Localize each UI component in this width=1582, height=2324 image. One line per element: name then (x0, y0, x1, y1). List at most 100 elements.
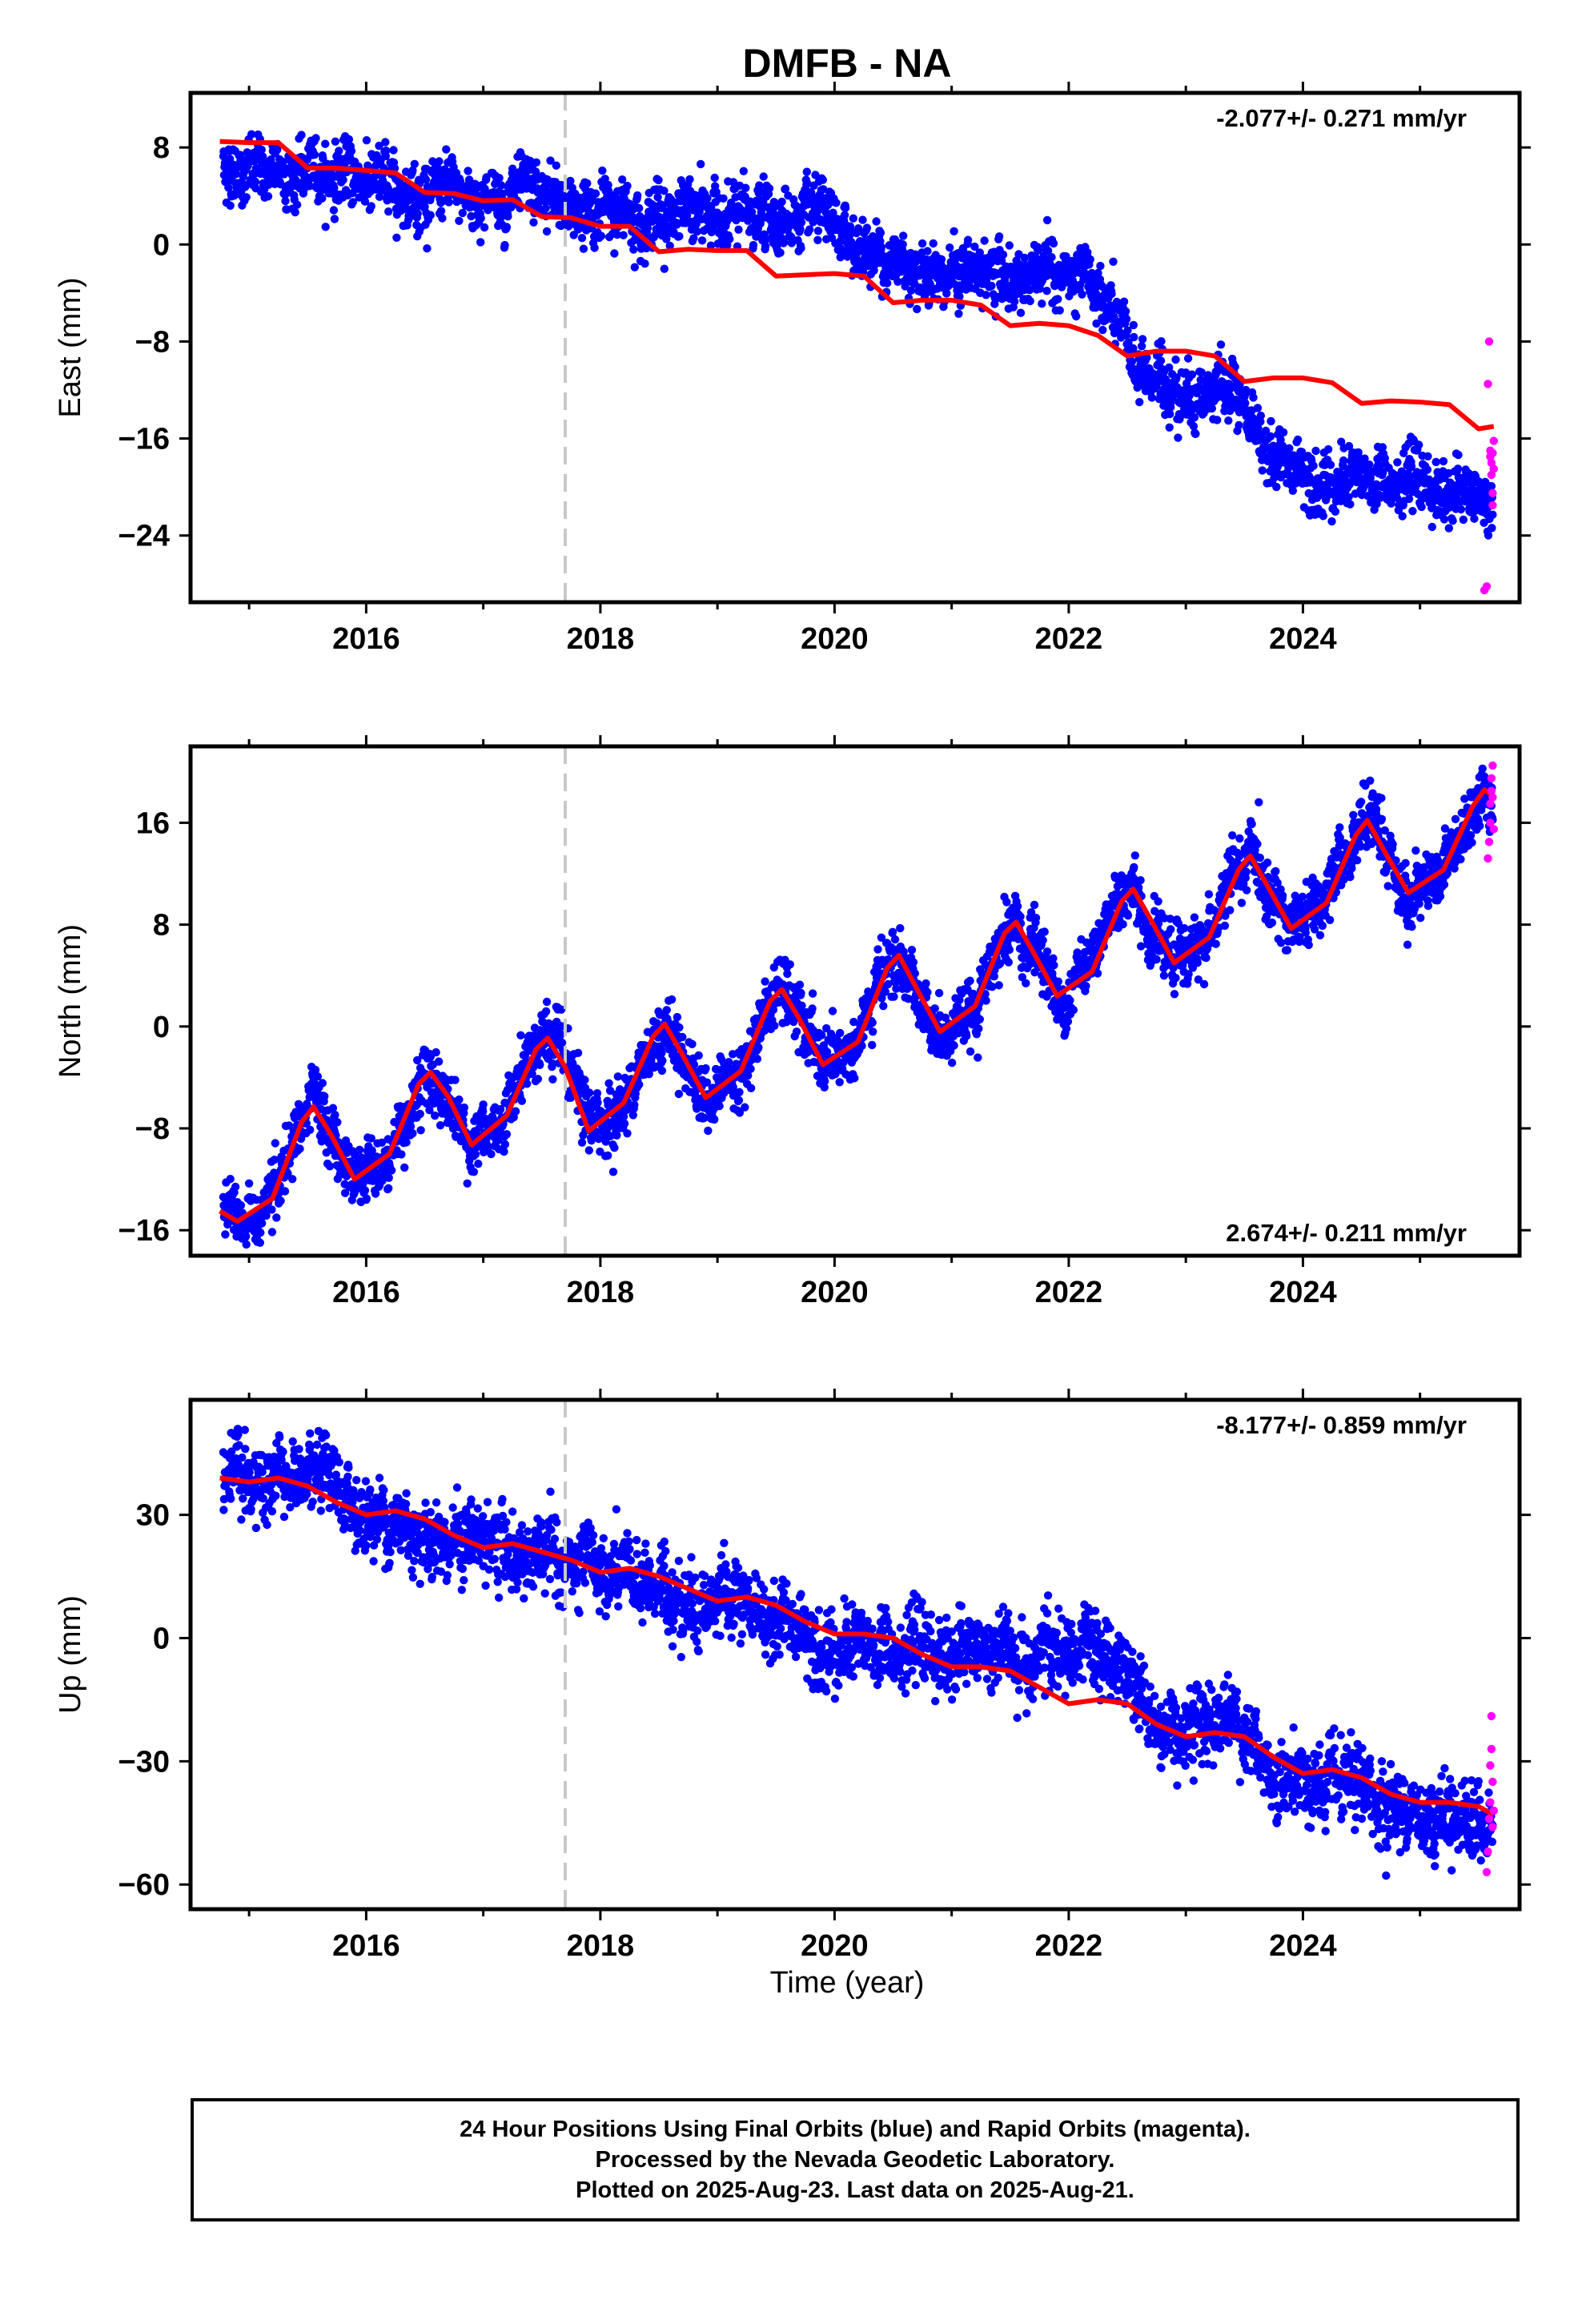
east-final-point (1331, 507, 1340, 516)
north-final-point (520, 1051, 529, 1060)
north-final-point (831, 1070, 840, 1079)
east-final-point (1187, 370, 1197, 379)
east-final-point (1207, 404, 1217, 413)
east-final-point (1393, 458, 1402, 467)
east-final-point (1026, 296, 1034, 306)
north-final-point (797, 1001, 806, 1011)
east-final-point (591, 189, 600, 198)
east-final-point (355, 193, 363, 202)
east-final-point (598, 166, 607, 175)
north-final-point (556, 1005, 566, 1014)
east-final-point (987, 281, 996, 291)
east-final-point (765, 184, 774, 193)
east-y-tick-label: −16 (118, 423, 170, 456)
north-final-point (849, 1017, 858, 1027)
north-final-point (702, 1078, 712, 1087)
east-final-point (1258, 466, 1267, 475)
east-final-point (1267, 416, 1275, 426)
north-final-point (694, 1051, 703, 1060)
east-final-point (1423, 465, 1432, 474)
east-final-point (1427, 522, 1437, 532)
east-final-point (813, 227, 823, 235)
north-final-point (413, 1055, 422, 1065)
north-final-point (387, 1166, 396, 1175)
east-y-tick-label: 8 (153, 131, 170, 165)
east-y-tick-label: 0 (153, 228, 170, 262)
north-final-point (271, 1139, 279, 1148)
east-final-point (382, 147, 391, 155)
east-final-point (797, 218, 806, 227)
north-final-point (593, 1098, 602, 1108)
east-final-point (344, 135, 354, 144)
east-final-point (1062, 252, 1070, 261)
north-final-point (821, 1077, 829, 1086)
north-final-point (460, 1103, 468, 1112)
east-final-point (963, 235, 973, 244)
north-final-point (628, 1111, 637, 1120)
north-final-point (256, 1228, 265, 1237)
east-final-point (1444, 468, 1453, 478)
east-final-point (413, 209, 422, 218)
east-final-point (541, 203, 550, 213)
east-final-point (1196, 376, 1205, 384)
east-final-point (1261, 426, 1271, 436)
north-final-point (397, 1150, 406, 1159)
east-final-point (1137, 342, 1146, 351)
east-final-point (1055, 306, 1064, 315)
north-final-point (808, 989, 817, 998)
east-final-point (1174, 433, 1182, 442)
north-final-point (295, 1144, 304, 1153)
north-final-point (436, 1121, 445, 1130)
east-final-point (496, 181, 506, 190)
east-final-point (1086, 255, 1094, 264)
east-final-point (818, 175, 827, 184)
east-final-point (1042, 215, 1052, 225)
east-final-point (310, 151, 319, 159)
east-final-point (819, 185, 828, 194)
north-final-point (608, 1168, 618, 1176)
east-final-point (318, 194, 327, 203)
east-final-point (257, 145, 266, 155)
east-final-point (877, 243, 886, 251)
east-final-point (665, 241, 674, 251)
east-final-point (1272, 482, 1281, 492)
north-final-point (667, 995, 677, 1004)
east-final-point (1256, 411, 1266, 420)
east-final-point (335, 147, 343, 155)
north-final-point (657, 1066, 667, 1076)
east-final-point (744, 216, 753, 225)
north-final-point (797, 988, 805, 998)
east-final-point (1344, 441, 1354, 451)
north-final-point (331, 1111, 339, 1120)
east-final-point (1121, 307, 1130, 316)
north-final-point (536, 1060, 544, 1070)
east-final-point (929, 239, 938, 248)
east-final-point (660, 264, 669, 273)
east-final-point (725, 235, 734, 243)
east-final-point (1323, 444, 1333, 454)
north-final-point (734, 1096, 744, 1105)
east-final-point (761, 242, 770, 251)
north-final-point (584, 1146, 593, 1155)
east-final-point (942, 289, 951, 298)
east-x-tick-label: 2020 (801, 622, 869, 656)
north-final-point (320, 1092, 329, 1101)
east-y-tick-label: −8 (135, 325, 170, 359)
north-final-point (244, 1179, 254, 1188)
north-final-point (700, 1113, 709, 1123)
north-final-point (715, 1101, 724, 1111)
north-final-point (371, 1189, 380, 1198)
north-final-point (689, 1060, 699, 1069)
north-final-point (231, 1182, 240, 1192)
north-final-point (587, 1136, 596, 1145)
north-final-point (276, 1196, 285, 1205)
north-final-point (280, 1187, 290, 1196)
east-final-point (811, 171, 820, 179)
north-final-point (817, 1031, 826, 1039)
east-final-point (1156, 356, 1166, 365)
north-final-point (580, 1076, 589, 1084)
north-final-point (612, 1131, 621, 1140)
east-final-point (729, 178, 738, 187)
north-final-point (402, 1138, 411, 1147)
north-final-point (360, 1186, 370, 1195)
